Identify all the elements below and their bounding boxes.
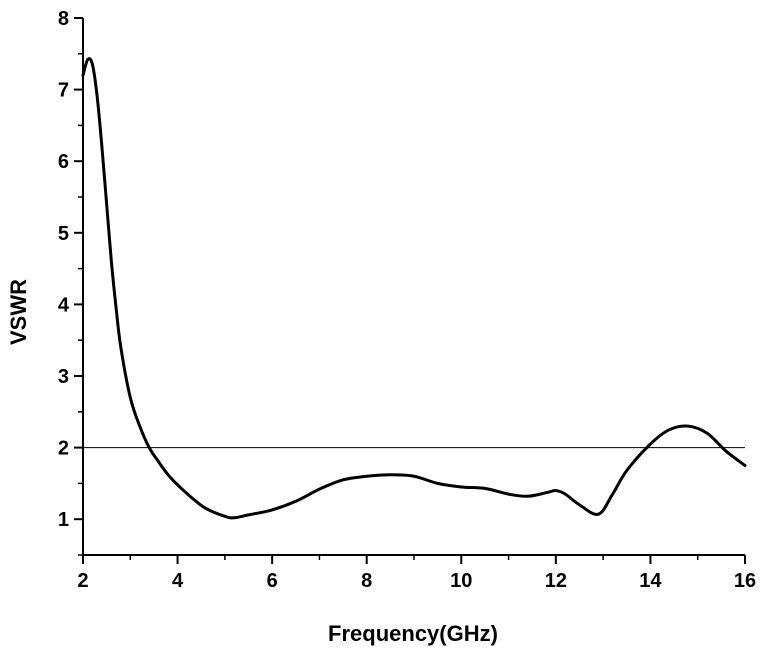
y-tick-label: 8 [58,8,69,30]
x-tick-label: 12 [545,570,567,592]
y-tick-label: 7 [58,80,69,102]
y-tick-label: 6 [58,151,69,173]
x-tick-label: 10 [450,570,472,592]
y-tick-label: 3 [58,366,69,388]
y-tick-label: 4 [58,294,70,316]
vswr-series-line [81,57,747,520]
y-axis-title: VSWR [6,279,31,345]
x-axis-title: Frequency(GHz) [328,621,498,646]
y-tick-label: 5 [58,223,69,245]
x-tick-label: 16 [734,570,756,592]
x-tick-label: 6 [267,570,278,592]
y-tick-label: 2 [58,438,69,460]
x-tick-label: 2 [77,570,88,592]
x-tick-label: 4 [172,570,184,592]
y-tick-label: 1 [58,509,69,531]
x-tick-label: 8 [361,570,372,592]
x-tick-label: 14 [639,570,662,592]
